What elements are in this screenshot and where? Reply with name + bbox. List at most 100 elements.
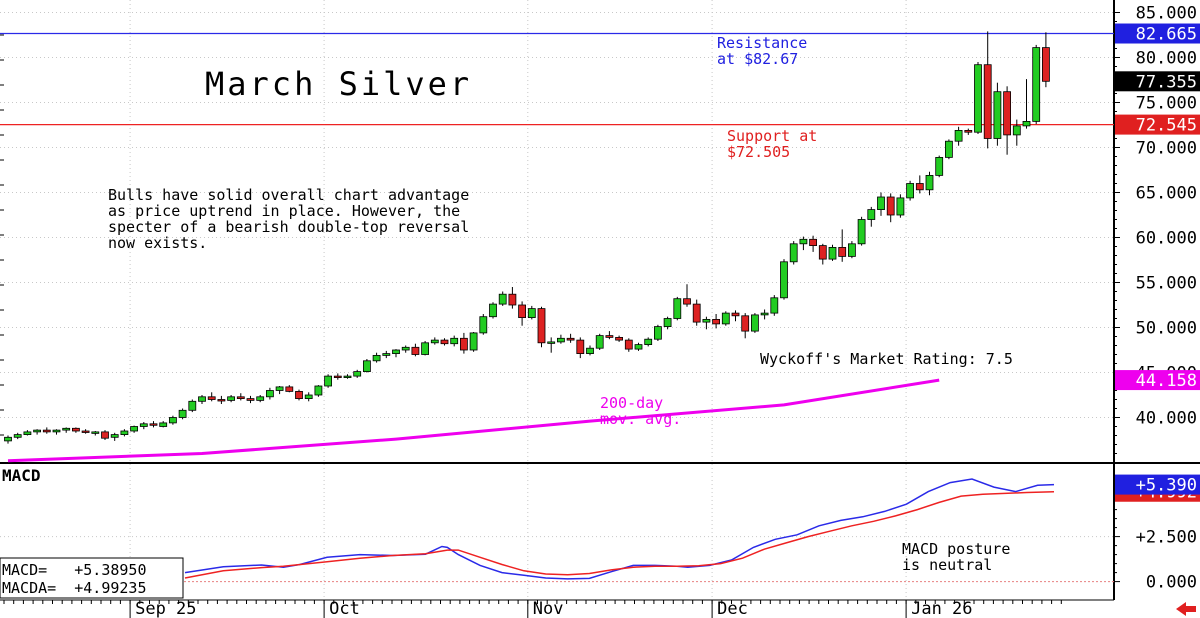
candle	[198, 395, 206, 404]
candle	[236, 393, 245, 401]
candle	[110, 432, 119, 441]
candle-body	[770, 297, 779, 314]
candle-body	[566, 337, 575, 341]
candle	[654, 324, 662, 341]
candle-body	[450, 337, 459, 345]
price-panel-frame	[0, 0, 1114, 463]
macda-readout: MACDA= +4.99235	[2, 579, 147, 597]
macd-axis-label-text: +5.390	[1136, 476, 1197, 496]
candle-body	[304, 394, 313, 399]
candle	[886, 193, 895, 223]
macd-axis-labels: +4.992+5.390	[1115, 474, 1200, 503]
price-axis-label: 44.158	[1115, 370, 1200, 391]
candle	[518, 301, 526, 326]
commentary-line-1: Bulls have solid overall chart advantage	[108, 186, 469, 204]
price-tick-label: 50.000	[1136, 319, 1197, 339]
candle-body	[508, 293, 517, 306]
candle	[527, 305, 536, 320]
candle	[13, 432, 22, 440]
macd-tick-label: 0.000	[1146, 573, 1197, 593]
candle-body	[178, 409, 187, 418]
candle	[683, 284, 691, 307]
candle	[101, 430, 109, 440]
macd-annotation-line-1: MACD posture	[902, 540, 1010, 558]
candle	[925, 171, 934, 196]
candle	[130, 425, 139, 433]
candle-body	[537, 308, 546, 344]
candle	[430, 337, 439, 345]
candle	[120, 429, 129, 437]
candle-body	[527, 308, 536, 319]
candle-body	[440, 339, 449, 345]
price-axis-labels: 82.665 77.355 72.545 44.158	[1115, 23, 1200, 391]
macd-annotation: MACD posture is neutral	[902, 540, 1019, 574]
candle-body	[518, 304, 526, 318]
candle	[450, 335, 459, 347]
candle-body	[314, 385, 323, 396]
candle-body	[295, 390, 303, 399]
candle	[838, 229, 847, 262]
macd-series-macd	[184, 478, 1055, 580]
candle	[760, 309, 769, 320]
macd-grid	[0, 536, 1114, 583]
candle-body	[120, 430, 129, 435]
price-axis-label-text: 82.665	[1136, 25, 1197, 45]
candle-body	[993, 91, 1002, 139]
scroll-left-arrow-icon[interactable]	[1176, 602, 1196, 616]
candle-body	[896, 197, 905, 216]
candle	[1012, 119, 1021, 146]
date-tick-label: Dec	[717, 599, 748, 618]
candle	[392, 349, 400, 358]
candle	[964, 128, 973, 135]
candle	[23, 430, 32, 436]
candle-body	[692, 303, 701, 323]
candle	[974, 62, 982, 134]
candle-body	[906, 183, 914, 199]
candle	[362, 359, 371, 373]
candle-body	[595, 335, 604, 349]
candle-body	[809, 238, 817, 247]
candle-body	[654, 326, 662, 340]
candle	[547, 337, 556, 353]
candle-body	[401, 346, 410, 351]
candle-body	[421, 342, 430, 355]
date-tick-label: Nov	[533, 599, 564, 618]
candle	[663, 316, 672, 330]
candle-body	[324, 375, 333, 387]
candle	[1022, 79, 1031, 129]
candle-body	[634, 344, 643, 350]
candle	[382, 350, 391, 359]
candle	[586, 345, 594, 356]
candle	[983, 31, 992, 149]
chart-commentary: Bulls have solid overall chart advantage…	[108, 186, 478, 252]
candle-body	[586, 347, 594, 355]
candle	[731, 310, 740, 322]
candle	[469, 332, 478, 352]
candle-body	[818, 245, 827, 260]
candle-body	[411, 346, 420, 355]
candle-body	[1003, 91, 1011, 136]
candle	[1042, 32, 1050, 88]
candle-body	[838, 246, 847, 257]
candle	[857, 216, 866, 246]
price-axis-label-box	[1115, 114, 1200, 135]
candle	[1003, 86, 1011, 155]
candle-body	[372, 354, 381, 362]
candle-body	[13, 434, 22, 438]
candle	[993, 82, 1002, 146]
candle	[721, 311, 730, 326]
support-annotation-line-2: $72.505	[727, 143, 790, 161]
commentary-line-3: specter of a bearish double-top reversal	[108, 218, 469, 236]
candle	[285, 385, 294, 393]
candle-body	[857, 219, 866, 245]
candle	[149, 421, 158, 428]
candle	[411, 343, 420, 357]
candle	[246, 395, 255, 404]
candle	[139, 422, 148, 430]
support-annotation: Support at $72.505	[727, 127, 826, 161]
candle	[576, 337, 585, 359]
price-axis-label: 72.545	[1115, 114, 1200, 136]
candle-body	[285, 386, 294, 392]
candle-body	[1042, 47, 1050, 82]
